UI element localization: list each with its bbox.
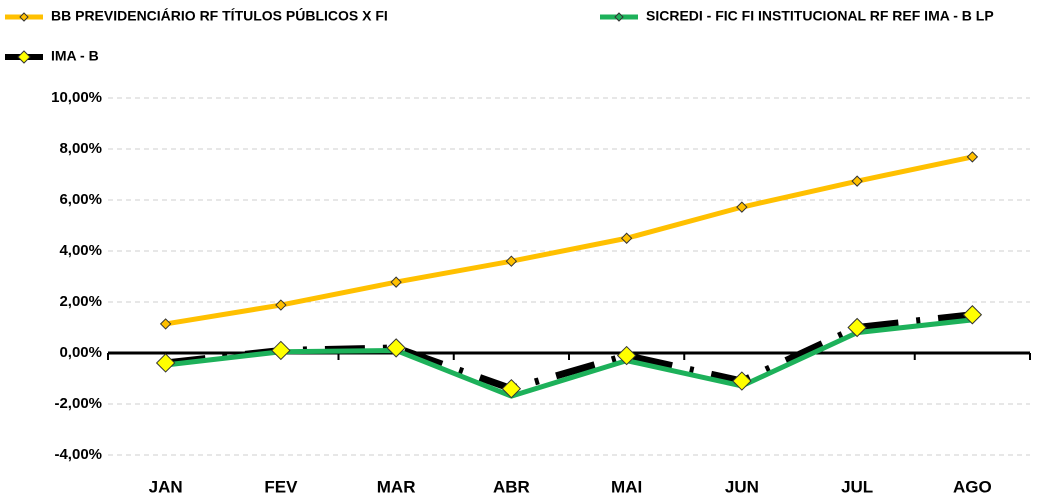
marker [275,299,287,311]
y-tick-label: -4,00% [54,446,102,463]
x-tick-label: MAI [611,477,642,496]
y-tick-label: 2,00% [59,293,102,310]
legend-label: BB PREVIDENCIÁRIO RF TÍTULOS PÚBLICOS X … [51,7,388,24]
y-tick-label: 4,00% [59,242,102,259]
marker [732,371,752,391]
legend-label: SICREDI - FIC FI INSTITUCIONAL RF REF IM… [646,8,994,24]
legend-label: IMA - B [51,48,99,64]
marker [736,201,748,213]
legend-marker [19,12,29,22]
legend-marker [17,50,31,64]
marker [851,175,863,187]
x-tick-label: JUL [841,477,873,496]
legend-marker [614,12,624,22]
marker [620,232,633,244]
marker [505,255,518,267]
y-tick-label: 10,00% [51,89,102,106]
marker [501,378,522,399]
series-line [165,317,973,399]
marker [271,340,291,361]
marker [390,276,402,288]
x-tick-label: AGO [953,477,992,496]
y-tick-label: -2,00% [54,395,102,412]
y-tick-label: 8,00% [59,140,102,157]
x-tick-label: ABR [493,477,530,496]
marker [966,151,979,163]
marker [159,318,172,330]
y-tick-label: 6,00% [59,191,102,208]
series-line [165,311,973,393]
x-tick-label: JUN [725,477,759,496]
series-line [165,154,973,327]
marker [386,338,406,358]
y-tick-label: 0,00% [59,344,102,361]
marker [616,345,637,366]
x-tick-label: JAN [149,477,183,496]
marker [962,305,983,325]
x-tick-label: MAR [377,477,416,496]
x-tick-label: FEV [264,477,298,496]
marker [155,353,176,373]
marker [847,317,867,338]
